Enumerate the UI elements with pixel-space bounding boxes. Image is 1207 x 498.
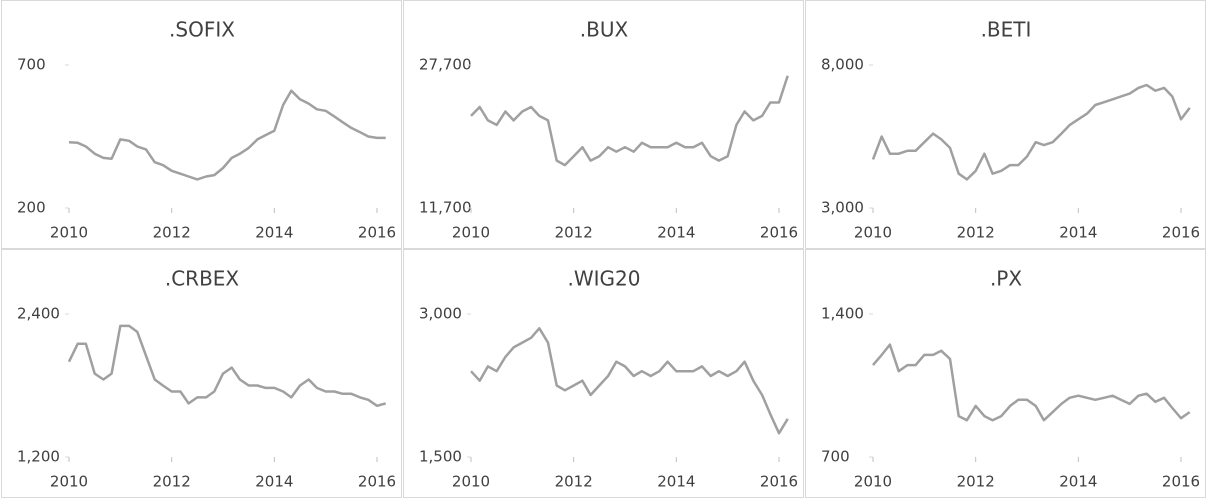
chart-title: .BETI [981, 18, 1032, 42]
x-tick-label: 2014 [255, 224, 293, 242]
x-tick-label: 2010 [50, 224, 88, 242]
chart-title: .BUX [580, 18, 629, 42]
chart-title: .CRBEX [165, 267, 240, 291]
panel: .WIG20 1,500 3,000 2010 2012 2014 2016 [403, 249, 804, 498]
x-tick-label: 2012 [555, 473, 593, 491]
panel: .BETI 3,000 8,000 2010 2012 2014 2016 [805, 0, 1206, 249]
series-line [871, 83, 1191, 181]
panel-border [403, 0, 804, 249]
panel: .CRBEX 1,200 2,400 2010 2012 2014 2016 [1, 249, 402, 498]
x-tick-label: 2016 [760, 473, 798, 491]
y-tick-label: 3,000 [419, 305, 462, 323]
x-tick-label: 2016 [1162, 224, 1200, 242]
y-tick-label: 1,500 [419, 448, 462, 466]
series-line [872, 343, 1191, 422]
x-tick-label: 2014 [1059, 473, 1097, 491]
x-tick-label: 2010 [452, 473, 490, 491]
panel-border [1, 0, 402, 249]
x-tick-label: 2012 [153, 224, 191, 242]
x-tick-label: 2012 [153, 473, 191, 491]
panel: .BUX 11,700 27,700 2010 2012 2014 2016 [403, 0, 804, 249]
x-tick-label: 2014 [657, 224, 695, 242]
x-tick-label: 2014 [1059, 224, 1097, 242]
series-line [470, 75, 789, 167]
x-tick-label: 2016 [760, 224, 798, 242]
x-tick-label: 2016 [358, 473, 396, 491]
chart-title: .SOFIX [169, 18, 235, 42]
y-tick-label: 700 [17, 56, 46, 74]
y-tick-label: 3,000 [821, 199, 864, 217]
chart-title: .WIG20 [568, 267, 641, 291]
y-tick-label: 1,400 [821, 305, 864, 323]
x-tick-label: 2014 [255, 473, 293, 491]
x-tick-label: 2010 [854, 473, 892, 491]
panel: .SOFIX 200 700 2010 2012 2014 2016 [1, 0, 402, 249]
series-line [470, 327, 789, 435]
series-line [68, 89, 386, 181]
y-tick-label: 8,000 [821, 56, 864, 74]
y-tick-label: 27,700 [419, 56, 472, 74]
chart-title: .PX [990, 267, 1022, 291]
x-tick-label: 2016 [358, 224, 396, 242]
y-tick-label: 11,700 [419, 199, 472, 217]
x-tick-label: 2010 [452, 224, 490, 242]
x-tick-label: 2010 [854, 224, 892, 242]
panel-border [805, 0, 1206, 249]
series-line [67, 324, 387, 408]
x-tick-label: 2012 [957, 224, 995, 242]
y-tick-label: 200 [17, 199, 46, 217]
x-tick-label: 2014 [657, 473, 695, 491]
x-tick-label: 2012 [957, 473, 995, 491]
x-tick-label: 2012 [555, 224, 593, 242]
x-tick-label: 2016 [1162, 473, 1200, 491]
panel: .PX 700 1,400 2010 2012 2014 2016 [805, 249, 1206, 498]
y-tick-label: 2,400 [17, 305, 60, 323]
x-tick-label: 2010 [50, 473, 88, 491]
y-tick-label: 700 [821, 448, 850, 466]
y-tick-label: 1,200 [17, 448, 60, 466]
